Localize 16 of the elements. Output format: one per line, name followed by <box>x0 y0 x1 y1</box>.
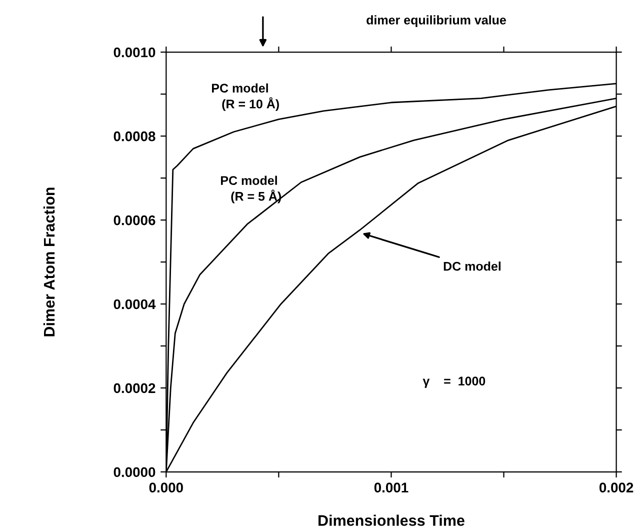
text: dimer equilibrium value <box>366 15 506 27</box>
y-tick-label: 0.0010 <box>114 47 156 58</box>
y-axis-title: Dimer Atom Fraction <box>43 188 55 336</box>
annotation: γ = 1000 <box>422 376 486 388</box>
y-tick-label: 0.0002 <box>114 383 156 394</box>
y-tick-label: 0.0004 <box>114 299 156 310</box>
x-tick-label: 0.001 <box>374 482 408 493</box>
x-tick-label: 0.002 <box>599 482 634 493</box>
annotation: PC model (R = 10 Å) <box>212 83 279 111</box>
x-tick-label: 0.000 <box>149 482 183 493</box>
y-tick-label: 0.0006 <box>114 215 156 226</box>
annotation: DC model <box>444 262 501 271</box>
x-axis-title: Dimensionless Time <box>318 514 464 526</box>
annotation: PC model (R = 5 Å) <box>221 176 282 204</box>
y-tick-label: 0.0008 <box>114 131 156 142</box>
y-tick-label: 0.0000 <box>114 467 156 478</box>
